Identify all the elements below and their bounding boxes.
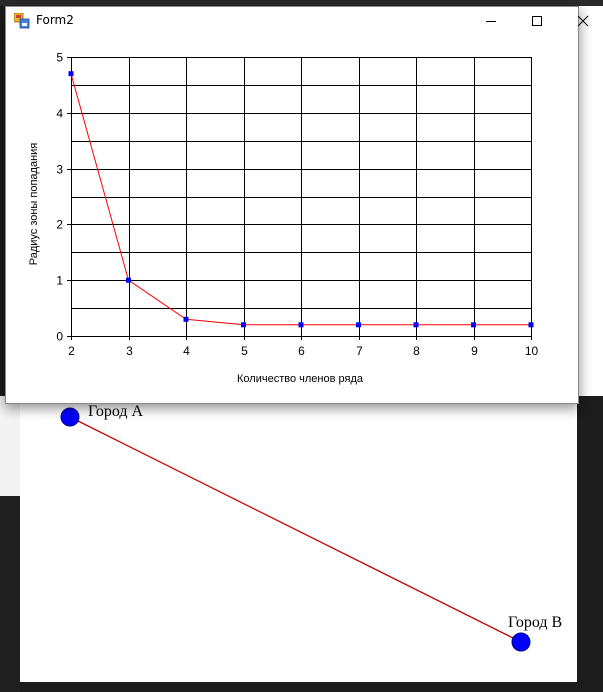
data-point-marker <box>68 71 74 77</box>
x-tick-label: 8 <box>413 344 420 358</box>
y-tick-label: 5 <box>56 51 63 65</box>
background-map-form: Город A Город B <box>20 386 577 682</box>
y-tick-label: 3 <box>56 163 63 177</box>
x-tick-label: 3 <box>126 344 133 358</box>
city-b-label: Город B <box>508 614 562 631</box>
city-b-marker[interactable] <box>511 632 531 652</box>
maximize-button[interactable] <box>514 7 560 34</box>
x-tick-label: 2 <box>68 344 75 358</box>
background-app-strip <box>0 0 603 6</box>
x-tick-label: 9 <box>471 344 478 358</box>
form-app-icon <box>14 13 30 29</box>
minimize-button[interactable] <box>468 7 514 34</box>
data-point-marker <box>183 316 189 322</box>
y-tick-label: 4 <box>56 107 63 121</box>
data-point-marker <box>413 322 419 328</box>
background-dark-edge <box>0 496 20 692</box>
close-button[interactable] <box>560 7 603 34</box>
chart-grid <box>71 57 532 337</box>
background-panel-edge <box>0 396 21 496</box>
title-bar[interactable]: Form2 <box>6 7 589 34</box>
x-tick-label: 6 <box>298 344 305 358</box>
data-point-marker <box>471 322 476 328</box>
x-tick-label: 4 <box>183 344 190 358</box>
data-point-marker <box>298 322 304 328</box>
y-axis-label: Радиус зоны попадания <box>28 143 40 266</box>
x-tick-label: 7 <box>356 344 363 358</box>
x-tick-label: 10 <box>525 344 539 358</box>
y-tick-label: 2 <box>56 218 63 232</box>
data-point-marker <box>528 322 534 328</box>
chart-client-area: 0 1 2 3 4 5 2 3 4 5 6 7 8 9 10 Количество членов ряда … <box>6 34 578 403</box>
x-tick-label: 5 <box>241 344 248 358</box>
minimize-icon <box>486 20 496 22</box>
window-title: Form2 <box>36 13 74 27</box>
city-a-label: Город A <box>88 403 144 420</box>
form2-window: Form2 0 1 2 3 4 5 2 3 4 <box>5 6 589 404</box>
data-point-marker <box>126 277 131 283</box>
data-point-marker <box>356 322 361 328</box>
route-line <box>69 416 522 643</box>
close-icon <box>577 15 589 26</box>
chart-series <box>68 71 534 328</box>
y-tick-label: 0 <box>56 330 63 344</box>
city-map-canvas: Город A Город B <box>60 403 562 652</box>
city-a-marker[interactable] <box>60 407 80 427</box>
background-window-margin <box>577 6 603 396</box>
data-point-marker <box>241 322 246 328</box>
y-tick-label: 1 <box>56 274 63 288</box>
x-axis-label: Количество членов ряда <box>237 373 364 385</box>
maximize-icon <box>532 15 542 26</box>
chart-tick-labels: 0 1 2 3 4 5 2 3 4 5 6 7 8 9 10 <box>56 51 538 359</box>
